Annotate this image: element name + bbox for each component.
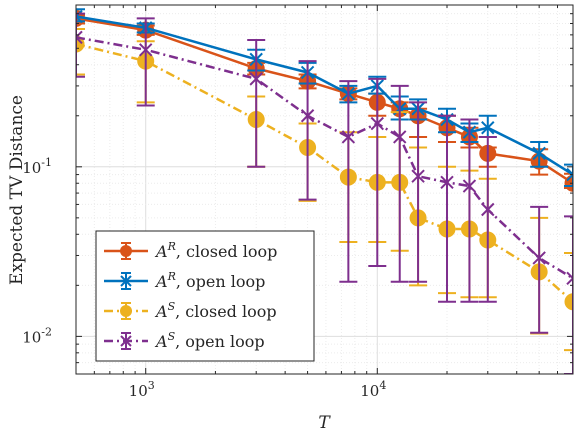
legend-label: AS, closed loop (154, 300, 277, 321)
error-bar (247, 38, 266, 168)
data-point (76, 30, 83, 45)
data-point (249, 72, 263, 86)
data-point (566, 167, 573, 182)
error-bar (339, 80, 358, 283)
plot-series (76, 8, 573, 374)
error-bar (564, 252, 573, 352)
error-bar (136, 17, 155, 107)
legend-label: AS, open loop (154, 330, 265, 351)
data-point (411, 169, 425, 183)
legend-marker (120, 245, 132, 257)
legend-item: AS, closed loop (104, 300, 277, 321)
legend-item: AS, open loop (104, 330, 265, 351)
error-bar (564, 215, 573, 374)
error-bar (564, 163, 573, 188)
legend-label: AR, closed loop (154, 240, 277, 261)
data-point (566, 271, 573, 286)
data-point (139, 43, 153, 57)
legend-marker (120, 275, 132, 287)
legend-item: AR, open loop (104, 270, 265, 291)
plot-frame (75, 4, 574, 375)
legend-marker (120, 305, 132, 317)
data-point (341, 130, 356, 144)
legend: AR, closed loop AR, open loop AS, closed l… (95, 230, 315, 362)
error-bar (478, 135, 497, 303)
legend-label: AR, open loop (154, 270, 265, 291)
y-axis-label: Expected TV Distance (7, 95, 27, 285)
data-point (532, 146, 546, 161)
data-point (462, 179, 477, 193)
legend-item: AR, closed loop (104, 240, 277, 261)
data-point (76, 9, 83, 24)
legend-box (95, 230, 315, 362)
error-bar (438, 114, 457, 303)
data-point (300, 109, 315, 123)
data-point (532, 251, 546, 265)
error-bar (530, 205, 549, 334)
error-bar (390, 84, 409, 283)
error-bar (460, 118, 479, 303)
error-bar (409, 101, 428, 283)
data-point (481, 202, 495, 217)
data-point (564, 293, 573, 311)
data-point (481, 121, 495, 135)
legend-marker (120, 335, 132, 347)
error-bar (76, 12, 85, 78)
data-point (393, 130, 407, 144)
data-point (440, 175, 454, 190)
error-bar (368, 77, 387, 268)
error-bar (76, 27, 85, 76)
series-4 (76, 12, 573, 374)
x-axis-label: T (318, 413, 331, 433)
error-bar (298, 60, 317, 201)
data-point (370, 116, 384, 131)
